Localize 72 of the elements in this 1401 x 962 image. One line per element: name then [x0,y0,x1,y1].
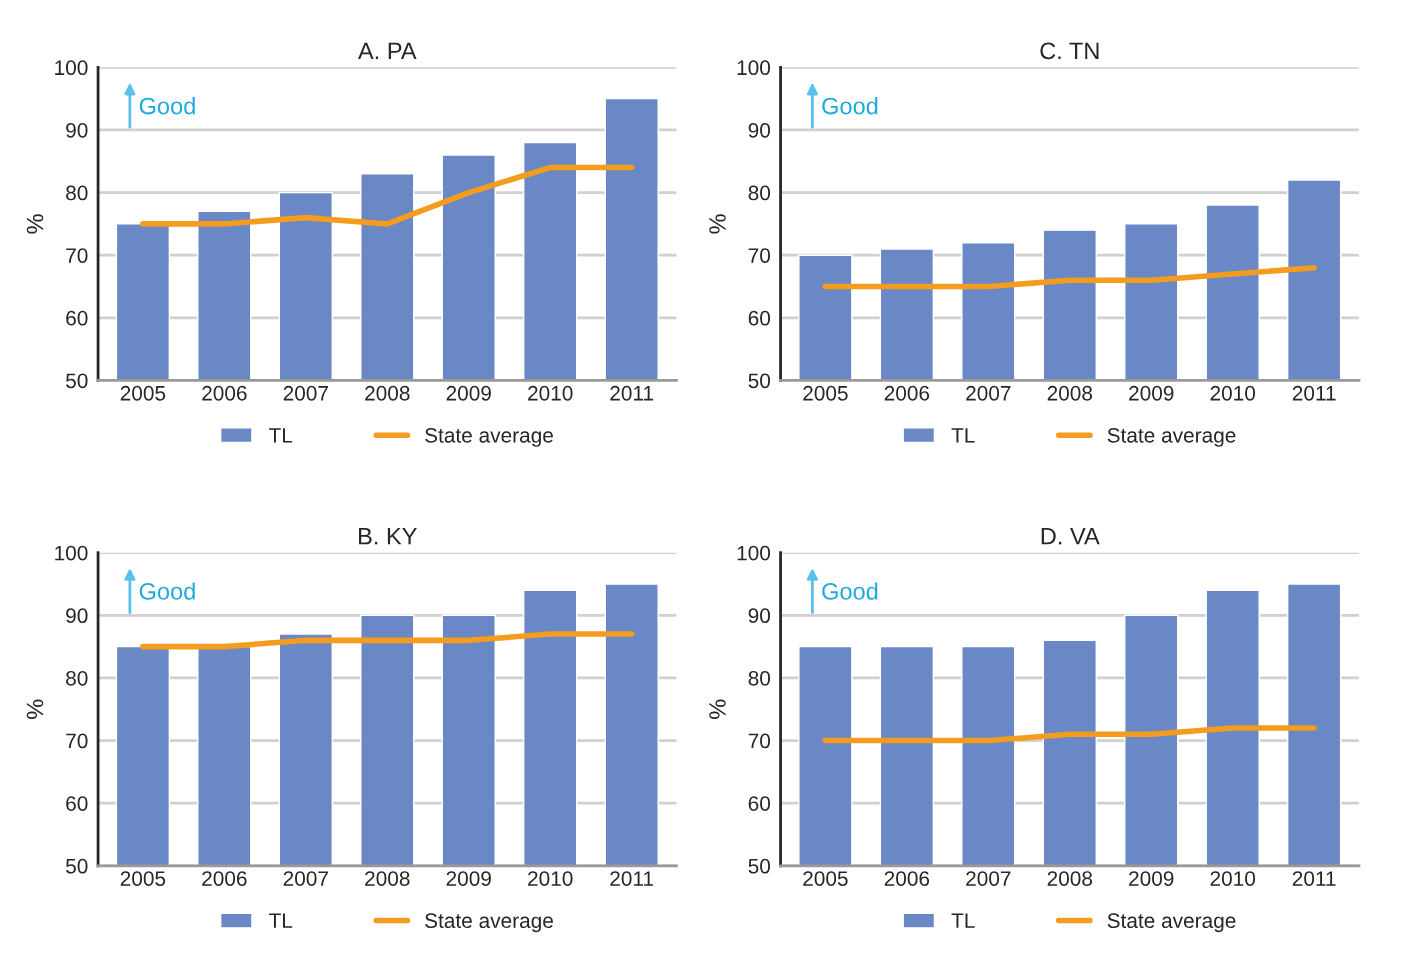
y-axis-title: % [26,699,44,719]
x-tick-label: 2011 [610,385,654,401]
y-tick-label: 90 [748,122,771,138]
legend-label: TL [269,428,293,443]
y-tick-label: 70 [66,248,88,263]
x-tick-label: 2010 [1210,871,1256,886]
y-tick-label: 60 [748,310,771,326]
x-tick-label: 2011 [1292,871,1336,886]
y-tick-label: 100 [55,60,88,76]
chart-title: C. TN [1040,42,1099,60]
y-tick-label: 100 [737,545,771,561]
y-axis-title: % [709,699,726,719]
y-tick-label: 80 [66,185,88,201]
x-tick-label: 2006 [202,385,247,401]
chart-title: D. VA [1041,528,1100,545]
x-tick-label: 2005 [120,871,166,886]
x-tick-label: 2011 [1292,385,1336,401]
annotation: Good [139,582,195,600]
chart-title: B. KY [359,528,417,545]
annotation: Good [822,582,878,600]
legend-label: TL [951,913,975,928]
x-tick-label: 2007 [283,385,328,401]
chart-title: A. PA [358,42,417,60]
y-tick-label: 80 [748,670,771,686]
legend-label: State average [1107,427,1236,447]
x-tick-label: 2008 [365,385,410,401]
y-tick-label: 60 [66,796,88,811]
y-tick-label: 50 [66,373,88,389]
y-axis-title: % [709,214,726,234]
y-tick-label: 50 [748,858,771,874]
y-axis-title: % [26,214,44,234]
x-tick-label: 2006 [884,385,930,401]
y-tick-label: 70 [66,733,88,749]
y-tick-label: 60 [66,310,88,326]
x-tick-label: 2008 [365,871,410,886]
x-tick-label: 2005 [803,871,848,886]
legend-label: TL [951,428,975,443]
y-tick-label: 90 [66,608,88,624]
y-tick-label: 90 [66,122,88,138]
y-tick-label: 80 [748,185,771,201]
legend-label: State average [425,427,553,447]
x-tick-label: 2006 [202,871,247,886]
x-tick-label: 2009 [446,871,491,886]
y-tick-label: 90 [748,608,771,624]
y-tick-label: 50 [66,858,88,874]
legend-label: State average [1107,913,1236,933]
x-tick-label: 2009 [1129,871,1174,886]
x-tick-label: 2008 [1047,385,1093,401]
y-tick-label: 100 [737,60,771,76]
x-tick-label: 2007 [966,871,1011,886]
y-tick-label: 70 [748,248,771,263]
y-tick-label: 80 [66,670,88,686]
y-tick-label: 70 [748,733,771,749]
legend-label: TL [269,913,293,928]
x-tick-label: 2007 [283,871,328,886]
x-tick-label: 2007 [966,385,1011,401]
x-tick-label: 2010 [1210,385,1256,401]
x-tick-label: 2005 [803,385,848,401]
x-tick-label: 2011 [610,871,654,886]
y-tick-label: 50 [748,373,771,389]
x-tick-label: 2008 [1047,871,1093,886]
x-tick-label: 2006 [884,871,930,886]
x-tick-label: 2005 [120,385,166,401]
x-tick-label: 2009 [1129,385,1174,401]
x-tick-label: 2009 [446,385,491,401]
annotation: Good [822,97,878,115]
annotation: Good [139,97,195,115]
y-tick-label: 60 [748,796,771,811]
y-tick-label: 100 [55,545,88,561]
x-tick-label: 2010 [528,385,573,401]
legend-label: State average [425,913,553,933]
x-tick-label: 2010 [528,871,573,886]
